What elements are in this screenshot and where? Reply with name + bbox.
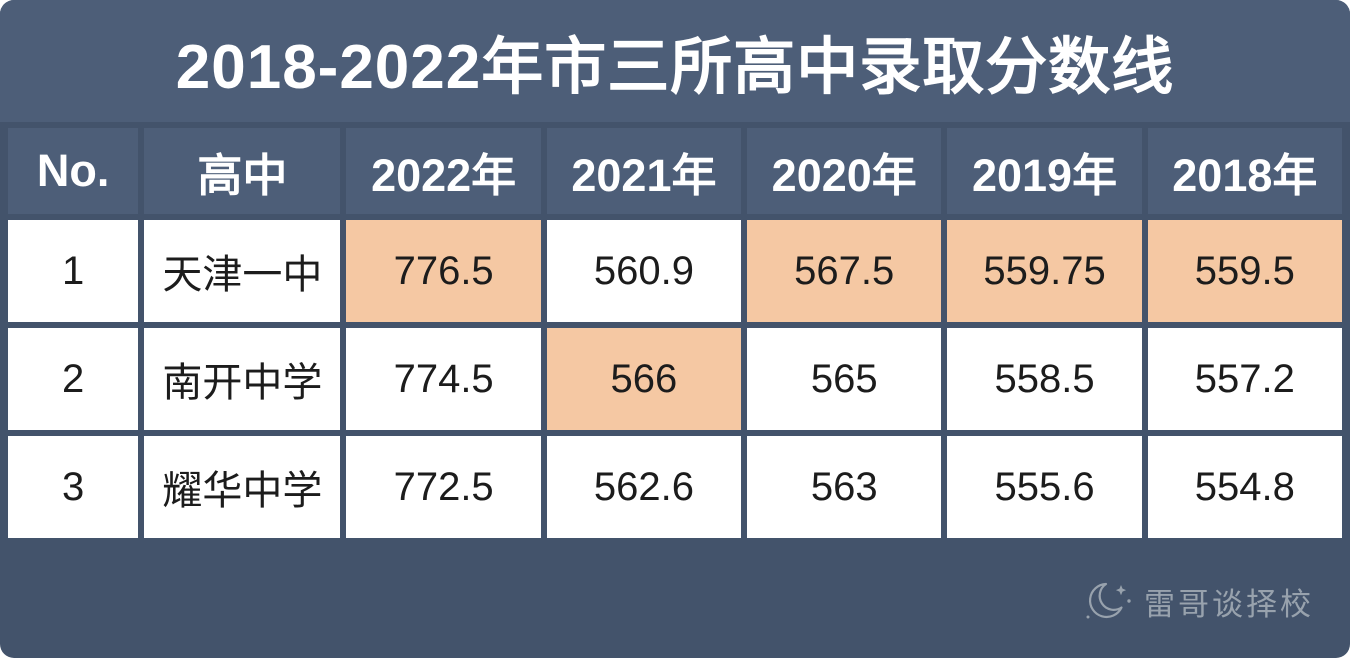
column-header-no: No.: [8, 128, 139, 214]
score-cell: 772.5: [346, 436, 541, 538]
scores-table: No. 高中 2022年 2021年 2020年 2019年 2018年 1 天…: [2, 122, 1348, 544]
score-cell: 554.8: [1147, 436, 1342, 538]
column-header-2021: 2021年: [546, 128, 742, 214]
school-cell: 耀华中学: [144, 436, 341, 538]
table-row: 1 天津一中 776.5 560.9 567.5 559.75 559.5: [8, 220, 1342, 322]
score-cell: 774.5: [346, 328, 541, 430]
score-cell: 563: [747, 436, 942, 538]
score-cell: 557.2: [1147, 328, 1342, 430]
row-number-cell: 2: [8, 328, 139, 430]
header-row: No. 高中 2022年 2021年 2020年 2019年 2018年: [8, 128, 1342, 214]
school-cell: 南开中学: [144, 328, 341, 430]
row-number-cell: 1: [8, 220, 139, 322]
score-cell: 776.5: [346, 220, 541, 322]
column-header-2022: 2022年: [346, 128, 541, 214]
column-header-2019: 2019年: [947, 128, 1142, 214]
score-cell: 559.75: [947, 220, 1142, 322]
footer-area: 雷哥谈择校: [0, 544, 1350, 658]
score-cell: 555.6: [947, 436, 1142, 538]
score-cell: 565: [747, 328, 942, 430]
column-header-school: 高中: [144, 128, 341, 214]
score-cell: 567.5: [747, 220, 942, 322]
score-cell: 558.5: [947, 328, 1142, 430]
score-cell: 559.5: [1147, 220, 1342, 322]
table-body: 1 天津一中 776.5 560.9 567.5 559.75 559.5 2 …: [8, 220, 1342, 538]
school-cell: 天津一中: [144, 220, 341, 322]
score-cell: 566: [546, 328, 742, 430]
watermark: 雷哥谈择校: [1076, 579, 1314, 624]
score-cell: 562.6: [546, 436, 742, 538]
watermark-text: 雷哥谈择校: [1144, 586, 1314, 622]
moon-stars-icon: [1086, 582, 1131, 619]
table-row: 2 南开中学 774.5 566 565 558.5 557.2: [8, 328, 1342, 430]
table-header: No. 高中 2022年 2021年 2020年 2019年 2018年: [8, 128, 1342, 214]
column-header-2020: 2020年: [747, 128, 942, 214]
column-header-2018: 2018年: [1147, 128, 1342, 214]
row-number-cell: 3: [8, 436, 139, 538]
table-row: 3 耀华中学 772.5 562.6 563 555.6 554.8: [8, 436, 1342, 538]
page-title: 2018-2022年市三所高中录取分数线: [0, 0, 1350, 122]
score-cell: 560.9: [546, 220, 742, 322]
